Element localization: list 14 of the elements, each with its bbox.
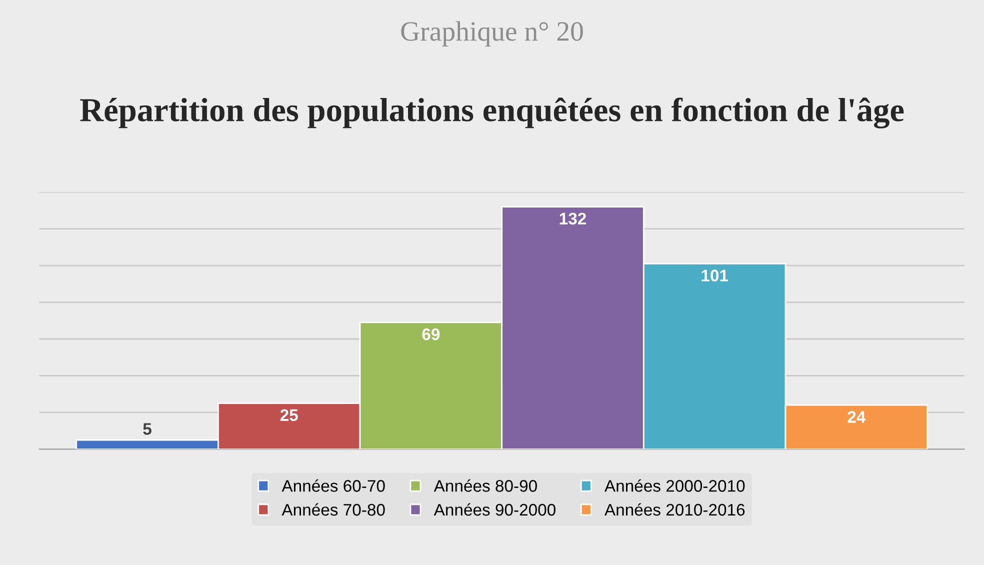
data-label: 5 bbox=[143, 423, 152, 435]
data-label: 25 bbox=[280, 409, 298, 422]
data-label: 132 bbox=[560, 212, 586, 225]
legend-label: Années 90-2000 bbox=[434, 503, 556, 516]
legend-label: Années 2010-2016 bbox=[604, 503, 745, 516]
data-label: 69 bbox=[422, 328, 440, 340]
data-label: 24 bbox=[848, 411, 866, 423]
legend-label: Années 70-80 bbox=[282, 503, 385, 516]
chart-title: Répartition des populations enquêtées en fonction de l'âge bbox=[80, 98, 904, 128]
legend-label: Années 80-90 bbox=[434, 479, 537, 492]
chart-subtitle: Graphique n° 20 bbox=[401, 21, 583, 46]
data-label: 101 bbox=[702, 270, 728, 282]
legend-label: Années 2000-2010 bbox=[604, 479, 745, 492]
legend-label: Années 60-70 bbox=[282, 479, 385, 492]
